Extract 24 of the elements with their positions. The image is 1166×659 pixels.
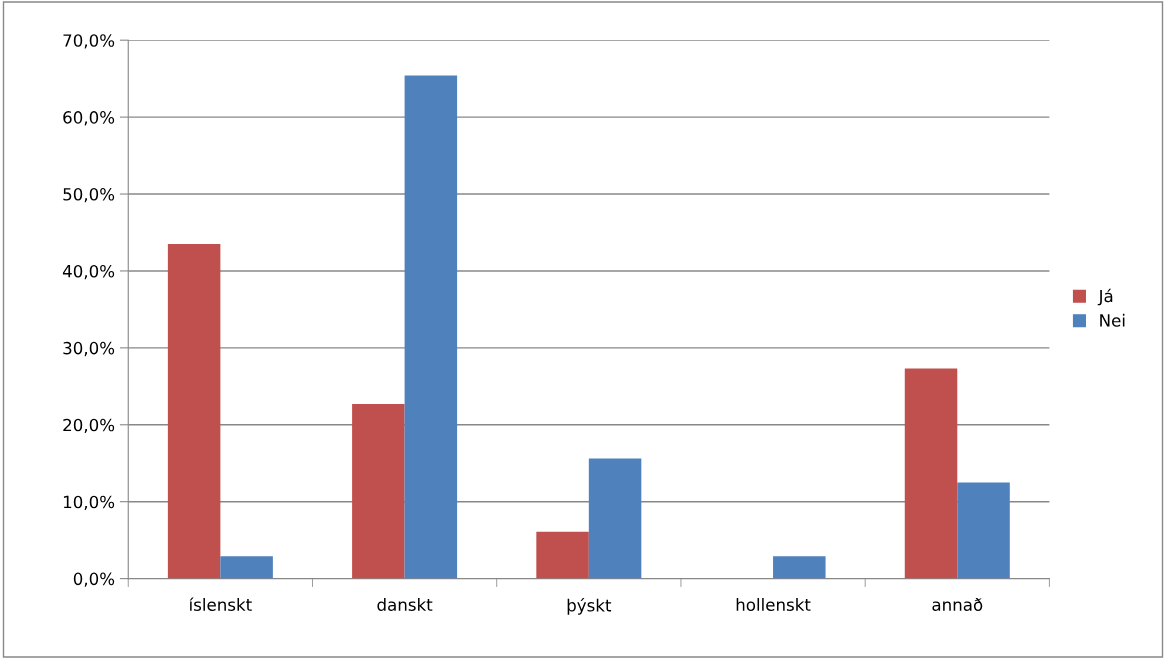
y-tick-label: 0,0% bbox=[73, 572, 115, 587]
bar bbox=[773, 556, 826, 579]
x-tick-label: þýskt bbox=[567, 598, 612, 615]
legend-label: Já bbox=[1097, 288, 1113, 306]
y-tick-label: 20,0% bbox=[63, 418, 115, 434]
y-tick-label: 40,0% bbox=[62, 264, 115, 280]
y-tick-label: 30,0% bbox=[63, 341, 115, 357]
x-tick-label: danskt bbox=[377, 598, 433, 611]
x-tick-label: annað bbox=[932, 598, 983, 611]
x-tick-label: íslenskt bbox=[189, 597, 252, 611]
y-tick-label: 70,0% bbox=[63, 34, 115, 49]
bar bbox=[220, 556, 273, 579]
bar bbox=[588, 458, 642, 579]
y-tick-label: 60,0% bbox=[63, 111, 115, 126]
legend-label: Nei bbox=[1100, 313, 1125, 327]
bar bbox=[957, 482, 1010, 579]
bar bbox=[167, 244, 221, 579]
y-tick-label: 10,0% bbox=[63, 495, 115, 510]
x-tick-label: hollenskt bbox=[736, 598, 811, 611]
bar bbox=[352, 404, 405, 579]
bar bbox=[536, 531, 589, 579]
bar bbox=[904, 368, 958, 579]
bar bbox=[404, 75, 458, 579]
y-tick-label: 50,0% bbox=[63, 187, 115, 203]
